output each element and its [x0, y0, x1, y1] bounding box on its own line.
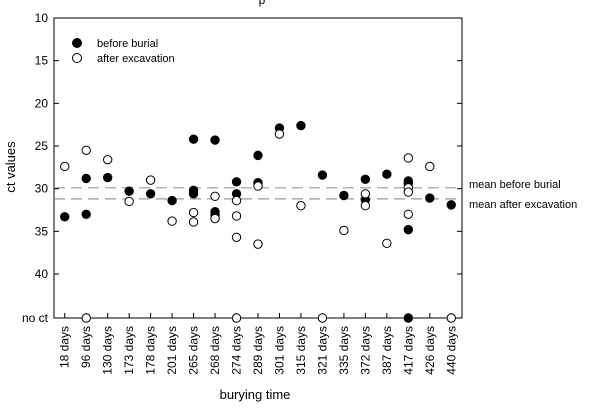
point-before-burial: [425, 193, 435, 203]
x-tick-label: 178 days: [144, 326, 158, 375]
point-before-burial: [382, 169, 392, 179]
legend-marker: [72, 38, 82, 48]
x-tick-label: 440 days: [444, 326, 458, 375]
point-after-excavation: [403, 153, 414, 163]
reference-line-label: mean after excavation: [469, 199, 577, 211]
point-before-burial: [253, 150, 263, 161]
x-tick-label: 335 days: [337, 326, 351, 375]
point-before-burial: [145, 189, 156, 199]
point-before-burial: [210, 135, 220, 145]
point-before-burial: [403, 313, 414, 323]
x-tick-label: 301 days: [272, 326, 286, 375]
x-tick-label: 372 days: [358, 326, 372, 375]
y-tick-label: 25: [35, 139, 49, 153]
x-tick-label: 268 days: [208, 326, 222, 375]
point-before-burial: [339, 190, 349, 201]
point-before-burial: [81, 209, 91, 219]
point-after-excavation: [425, 161, 435, 172]
point-before-burial: [124, 186, 134, 196]
point-before-burial: [403, 224, 414, 235]
x-tick-label: 321 days: [315, 326, 329, 375]
y-tick-label: 15: [35, 54, 49, 68]
point-after-excavation: [210, 191, 220, 202]
reference-line-label: mean before burial: [469, 179, 561, 191]
x-tick-label: 387 days: [380, 326, 394, 375]
x-tick-label: 426 days: [423, 326, 437, 375]
x-tick-label: 96 days: [79, 326, 93, 368]
point-after-excavation: [81, 313, 91, 323]
point-after-excavation: [360, 189, 371, 199]
x-tick-label: 18 days: [58, 326, 72, 368]
point-before-burial: [60, 212, 70, 222]
x-tick-label: 274 days: [230, 326, 244, 375]
point-after-excavation: [231, 232, 242, 243]
point-before-burial: [231, 177, 242, 187]
chart-title: p: [259, 0, 266, 7]
point-after-excavation: [403, 187, 414, 197]
legend: before burial after excavation: [72, 38, 175, 65]
point-after-excavation: [231, 211, 242, 221]
point-before-burial: [188, 134, 199, 144]
y-tick-label: 10: [35, 11, 49, 25]
point-after-excavation: [360, 201, 371, 211]
y-axis: 10 15 20 25 30 35 40 no ct: [22, 11, 462, 325]
x-tick-label: 289 days: [251, 326, 265, 375]
point-after-excavation: [296, 201, 306, 211]
point-before-burial: [360, 174, 371, 184]
point-after-excavation: [102, 154, 113, 165]
point-after-excavation: [317, 313, 328, 323]
point-after-excavation: [253, 239, 263, 249]
x-axis: 18 days 96 days 130 days 173 days 178 days 20…: [58, 313, 458, 375]
legend-label: after excavation: [97, 53, 175, 65]
point-after-excavation: [210, 213, 220, 224]
x-tick-label: 173 days: [122, 326, 136, 375]
point-after-excavation: [403, 209, 414, 219]
point-after-excavation: [231, 195, 242, 206]
point-after-excavation: [382, 238, 392, 248]
legend-label: before burial: [97, 38, 158, 50]
point-after-excavation: [145, 175, 156, 185]
x-tick-label: 417 days: [401, 326, 415, 375]
point-before-burial: [102, 172, 113, 183]
point-after-excavation: [274, 129, 285, 139]
point-after-excavation: [188, 217, 199, 227]
reference-lines: mean before burial mean after excavation: [54, 179, 577, 211]
point-after-excavation: [124, 196, 134, 207]
point-after-excavation: [60, 161, 70, 172]
x-tick-label: 130 days: [101, 326, 115, 375]
point-after-excavation: [81, 145, 91, 155]
point-before-burial: [317, 170, 328, 180]
x-tick-label: 201 days: [165, 326, 179, 375]
y-tick-label: 20: [35, 96, 49, 110]
y-tick-label: 30: [35, 182, 49, 196]
y-tick-label: no ct: [22, 311, 49, 325]
y-tick-label: 35: [35, 224, 49, 238]
point-before-burial: [446, 200, 456, 210]
point-after-excavation: [253, 181, 263, 191]
point-after-excavation: [339, 225, 349, 236]
y-axis-label: ct values: [3, 141, 18, 193]
point-before-burial: [81, 173, 91, 184]
x-tick-label: 315 days: [294, 326, 308, 375]
x-tick-label: 265 days: [187, 326, 201, 375]
point-after-excavation: [188, 207, 199, 218]
point-after-excavation: [231, 313, 242, 323]
point-before-burial: [167, 195, 177, 206]
data-points: [60, 120, 456, 323]
y-tick-label: 40: [35, 267, 49, 281]
x-axis-label: burying time: [220, 387, 291, 402]
point-before-burial: [296, 120, 306, 131]
legend-marker: [72, 53, 82, 63]
point-after-excavation: [446, 313, 456, 323]
point-before-burial: [188, 189, 199, 199]
point-after-excavation: [167, 216, 177, 226]
